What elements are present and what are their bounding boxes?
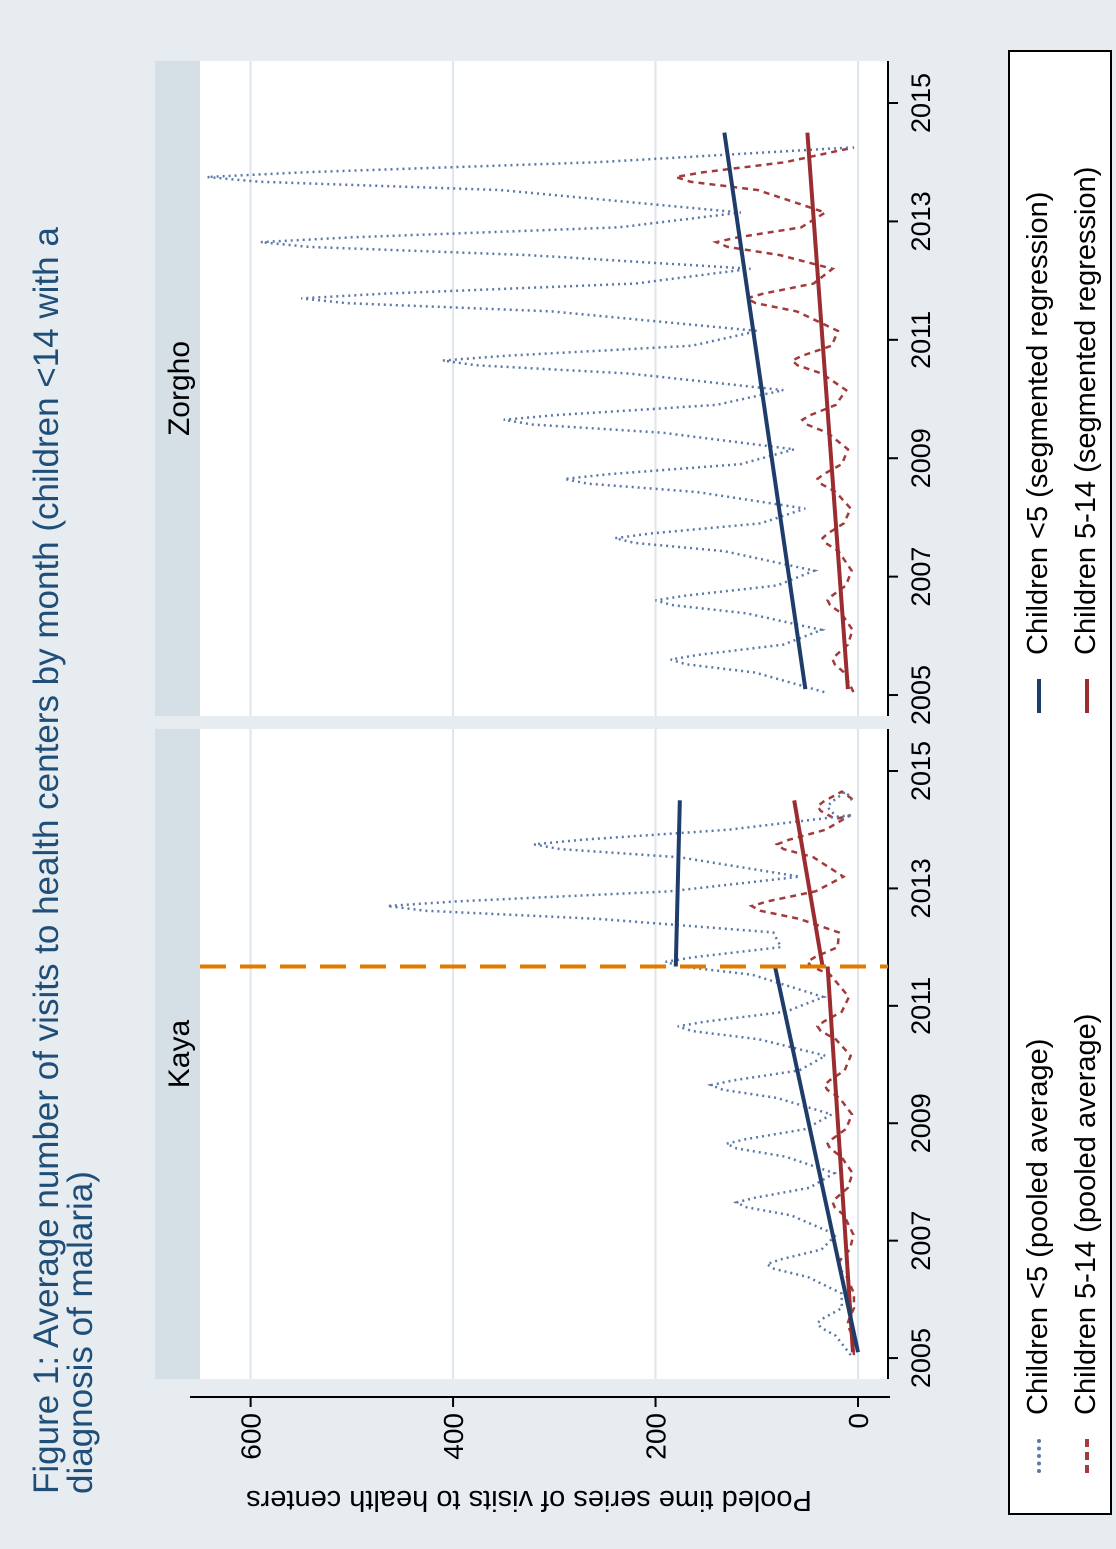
legend-label: Children 5-14 (segmented regression) bbox=[1070, 166, 1102, 655]
x-tick-label: 2007 bbox=[906, 547, 936, 607]
legend: Children <5 (pooled average) Children 5-… bbox=[1008, 50, 1112, 1515]
y-tick-label: 200 bbox=[641, 1413, 672, 1460]
legend-key-solid-blue bbox=[1037, 679, 1041, 713]
legend-key-solid-red bbox=[1085, 679, 1089, 713]
panel-title: Kaya bbox=[163, 1020, 196, 1089]
x-tick-label: 2015 bbox=[906, 73, 936, 133]
x-tick-label: 2011 bbox=[906, 977, 936, 1035]
legend-key-dashed bbox=[1085, 1439, 1089, 1473]
x-tick-label: 2011 bbox=[906, 311, 936, 369]
y-tick-label: 600 bbox=[236, 1413, 267, 1460]
panel-title: Zorgho bbox=[163, 341, 196, 436]
legend-label: Children <5 (pooled average) bbox=[1022, 1038, 1054, 1415]
x-tick-label: 2015 bbox=[906, 741, 936, 801]
regression-age5-14 bbox=[792, 800, 825, 967]
series-age5-14-pooled bbox=[675, 146, 855, 693]
regression-under5 bbox=[773, 966, 860, 1353]
panel-plot-bg bbox=[200, 61, 888, 716]
legend-label: Children 5-14 (pooled average) bbox=[1070, 1013, 1102, 1415]
x-tick-label: 2013 bbox=[906, 858, 936, 918]
chart-svg: 0 200 400 600 Pooled time series of visits t… bbox=[155, 61, 936, 1516]
x-tick-label: 2009 bbox=[906, 1093, 936, 1153]
regression-under5 bbox=[722, 132, 808, 690]
panel-header bbox=[155, 729, 200, 1379]
legend-key-dotted bbox=[1037, 1439, 1041, 1473]
x-tick-label: 2007 bbox=[906, 1211, 936, 1271]
regression-under5 bbox=[673, 800, 682, 967]
x-tick-label: 2005 bbox=[906, 665, 936, 725]
y-tick-label: 400 bbox=[438, 1413, 469, 1460]
panel-plot-bg bbox=[200, 729, 888, 1379]
panel-header bbox=[155, 61, 200, 716]
x-tick-label: 2009 bbox=[906, 428, 936, 488]
series-under5-pooled bbox=[206, 146, 852, 694]
legend-label: Children <5 (segmented regression) bbox=[1022, 191, 1054, 655]
regression-age5-14 bbox=[825, 966, 855, 1353]
y-tick-label: 0 bbox=[843, 1413, 874, 1429]
x-tick-label: 2013 bbox=[906, 191, 936, 251]
series-age5-14-pooled bbox=[748, 790, 856, 1356]
regression-age5-14 bbox=[805, 132, 850, 690]
y-axis-title: Pooled time series of visits to health c… bbox=[246, 1484, 812, 1516]
x-tick-label: 2005 bbox=[906, 1328, 936, 1388]
